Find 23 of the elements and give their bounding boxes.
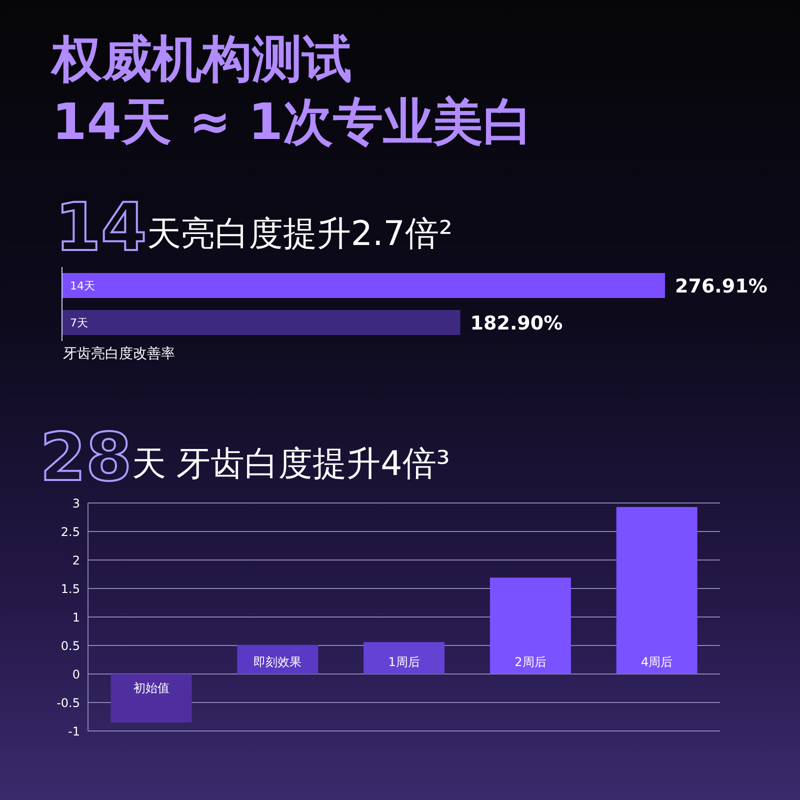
- y-tick-label: 2.5: [60, 524, 80, 539]
- data-label: 276.91%: [675, 276, 768, 298]
- text: 权威机构测试: [52, 29, 353, 90]
- x-tick-label: 初始值: [133, 681, 170, 695]
- y-tick-label: -1: [68, 724, 80, 738]
- text: 14天 ≈ 1次专业美白: [52, 92, 534, 152]
- y-tick-label: 1: [72, 610, 80, 624]
- y-tick-label: 1.5: [60, 582, 80, 596]
- x-tick-label: 2周后: [514, 655, 546, 669]
- x-tick-label: 即刻效果: [254, 655, 302, 669]
- y-tick-label: 2: [72, 553, 80, 568]
- x-axis-title: 牙齿亮白度改善率: [63, 345, 176, 363]
- data-label: 182.90%: [470, 312, 563, 334]
- y-tick-label: 0: [72, 667, 80, 682]
- y-tick-label: 7天: [70, 316, 88, 330]
- chart-title: 14天亮白度提升2.7倍²: [55, 189, 453, 266]
- y-tick-label: 0.5: [60, 638, 80, 653]
- x-tick-label: 4周后: [641, 655, 673, 669]
- y-tick-label: -0.5: [56, 696, 80, 710]
- y-tick-label: 14天: [70, 280, 95, 292]
- y-tick-label: 3: [72, 496, 80, 510]
- x-tick-label: 1周后: [388, 655, 420, 669]
- chart-title: 28天 牙齿白度提升4倍³: [40, 419, 450, 496]
